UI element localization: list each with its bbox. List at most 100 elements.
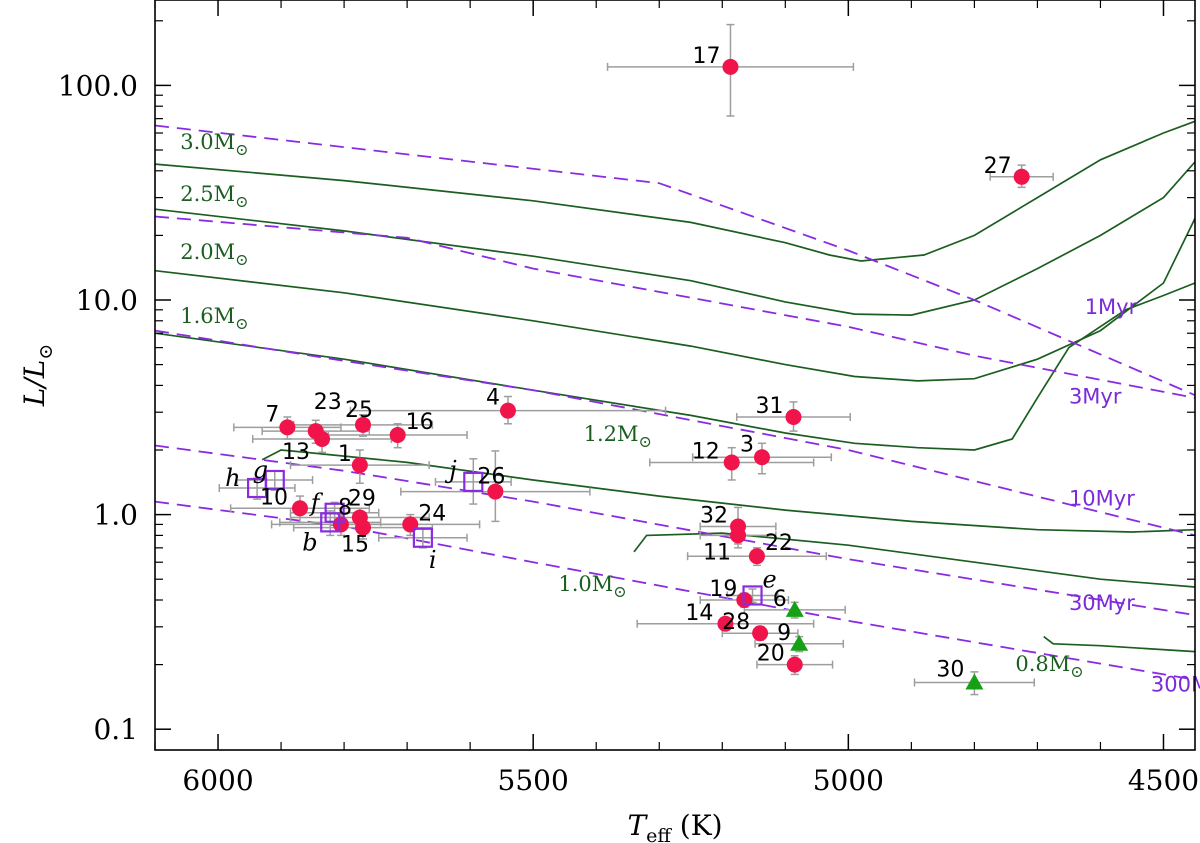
track-label: 1.2M⊙ [584,422,652,451]
point-label: e [763,565,777,593]
star-point-circle [389,426,406,443]
x-tick-label: 5500 [498,764,569,797]
x-tick-label: 4500 [1128,764,1199,797]
point-label: b [302,528,317,556]
point-label: 11 [703,540,731,565]
star-point-triangle [785,600,804,617]
star-point-circle [717,615,734,632]
track-label: 2.0M⊙ [180,240,248,269]
curve-labels: 3.0M⊙ 2.5M⊙ 2.0M⊙ 1.6M⊙ 1.2M⊙ 1.0M⊙ 0.8M⊙ 1Myr 3… [180,130,1200,696]
star-point-circle [723,454,740,471]
x-tick-label: 6000 [182,764,253,797]
star-point-circle [351,509,368,526]
point-label: g [253,456,268,484]
track-label: 3.0M⊙ [180,130,248,159]
error-bar [726,588,779,604]
track-line [1043,635,1195,653]
isochrone-label: 30Myr [1069,591,1135,615]
isochrone-line [155,124,1195,397]
star-point-circle [355,416,371,433]
star-point-square [324,502,345,523]
point-label: 31 [755,394,783,419]
isochrone-line [155,444,1195,616]
isochrone-label: 1Myr [1085,295,1138,319]
star-point-square [742,585,763,606]
point-label: 14 [685,601,713,626]
point-label: 17 [692,44,720,69]
star-point-circle [1013,168,1030,185]
y-axis-title: L/L⊙ [18,344,57,408]
point-label: 12 [692,439,720,464]
point-label: 25 [345,398,373,423]
point-labels: 1 346789101112131415161719202223242526272… [225,44,1012,683]
star-point-circle [752,625,769,642]
track-line [155,218,1195,382]
point-label: 20 [757,642,785,667]
x-tick-label: 5000 [813,764,884,797]
star-point-circle [402,516,419,533]
point-label: 13 [282,440,310,465]
point-label: 22 [765,531,793,556]
track-label: 1.0M⊙ [558,572,626,601]
star-point-circle [487,483,504,500]
point-label: 28 [722,610,750,635]
star-point-circle [499,402,516,419]
track-label: 2.5M⊙ [180,182,248,211]
point-label: 24 [418,501,446,526]
point-label: 7 [265,402,279,427]
star-point-circle [748,548,765,565]
point-label: 4 [486,386,500,411]
point-label: 10 [260,485,288,510]
y-tick-label: 100.0 [58,69,138,102]
isochrones [155,124,1195,681]
point-label: 3 [740,432,754,457]
star-point-triangle [965,673,984,690]
star-point-circle [785,408,802,425]
star-point-square [412,527,433,548]
star-point-circle [351,457,368,474]
track-line [155,161,1195,316]
data-points [247,58,1030,690]
star-point-circle [291,500,308,517]
point-label: 23 [314,390,342,415]
point-label: 26 [477,465,505,490]
point-label: 19 [709,577,737,602]
point-label: 1 [338,442,352,467]
isochrone-label: 10Myr [1069,487,1135,511]
track-line [633,532,1195,588]
point-label: 9 [777,621,791,646]
point-label: 8 [338,495,352,520]
isochrone-line [155,329,1195,537]
track-label: 1.6M⊙ [180,304,248,333]
point-label: i [429,546,437,574]
star-point-circle [307,423,324,440]
point-label: 15 [341,533,369,558]
plot-frame [154,0,1196,751]
error-bar [434,458,512,505]
star-point-circle [722,58,739,75]
point-label: 32 [700,504,728,529]
star-point-circle [332,516,349,533]
track-label: 0.8M⊙ [1015,652,1083,681]
point-label: 27 [984,154,1012,179]
isochrone-line [155,215,1195,399]
track-line [155,120,1195,262]
x-axis-title: Teff (K) [627,809,722,843]
isochrone-label: 3Myr [1069,384,1122,408]
star-point-circle [753,449,770,466]
error-bar [378,527,468,549]
axes: 6000 5500 5000 4500 0.1 1.0 10.0 100.0 Teff (K) L… [18,0,1199,843]
star-point-triangle [790,634,809,651]
point-label: h [225,464,240,492]
y-tick-label: 0.1 [93,713,138,746]
point-label: 16 [406,410,434,435]
isochrone-line [155,500,1195,681]
star-point-square [247,477,268,499]
point-label: 6 [773,587,787,612]
y-tick-label: 1.0 [93,499,138,532]
track-line [261,449,1195,533]
star-point-circle [279,419,296,436]
point-label: 30 [936,658,964,683]
point-label: 29 [348,486,376,511]
